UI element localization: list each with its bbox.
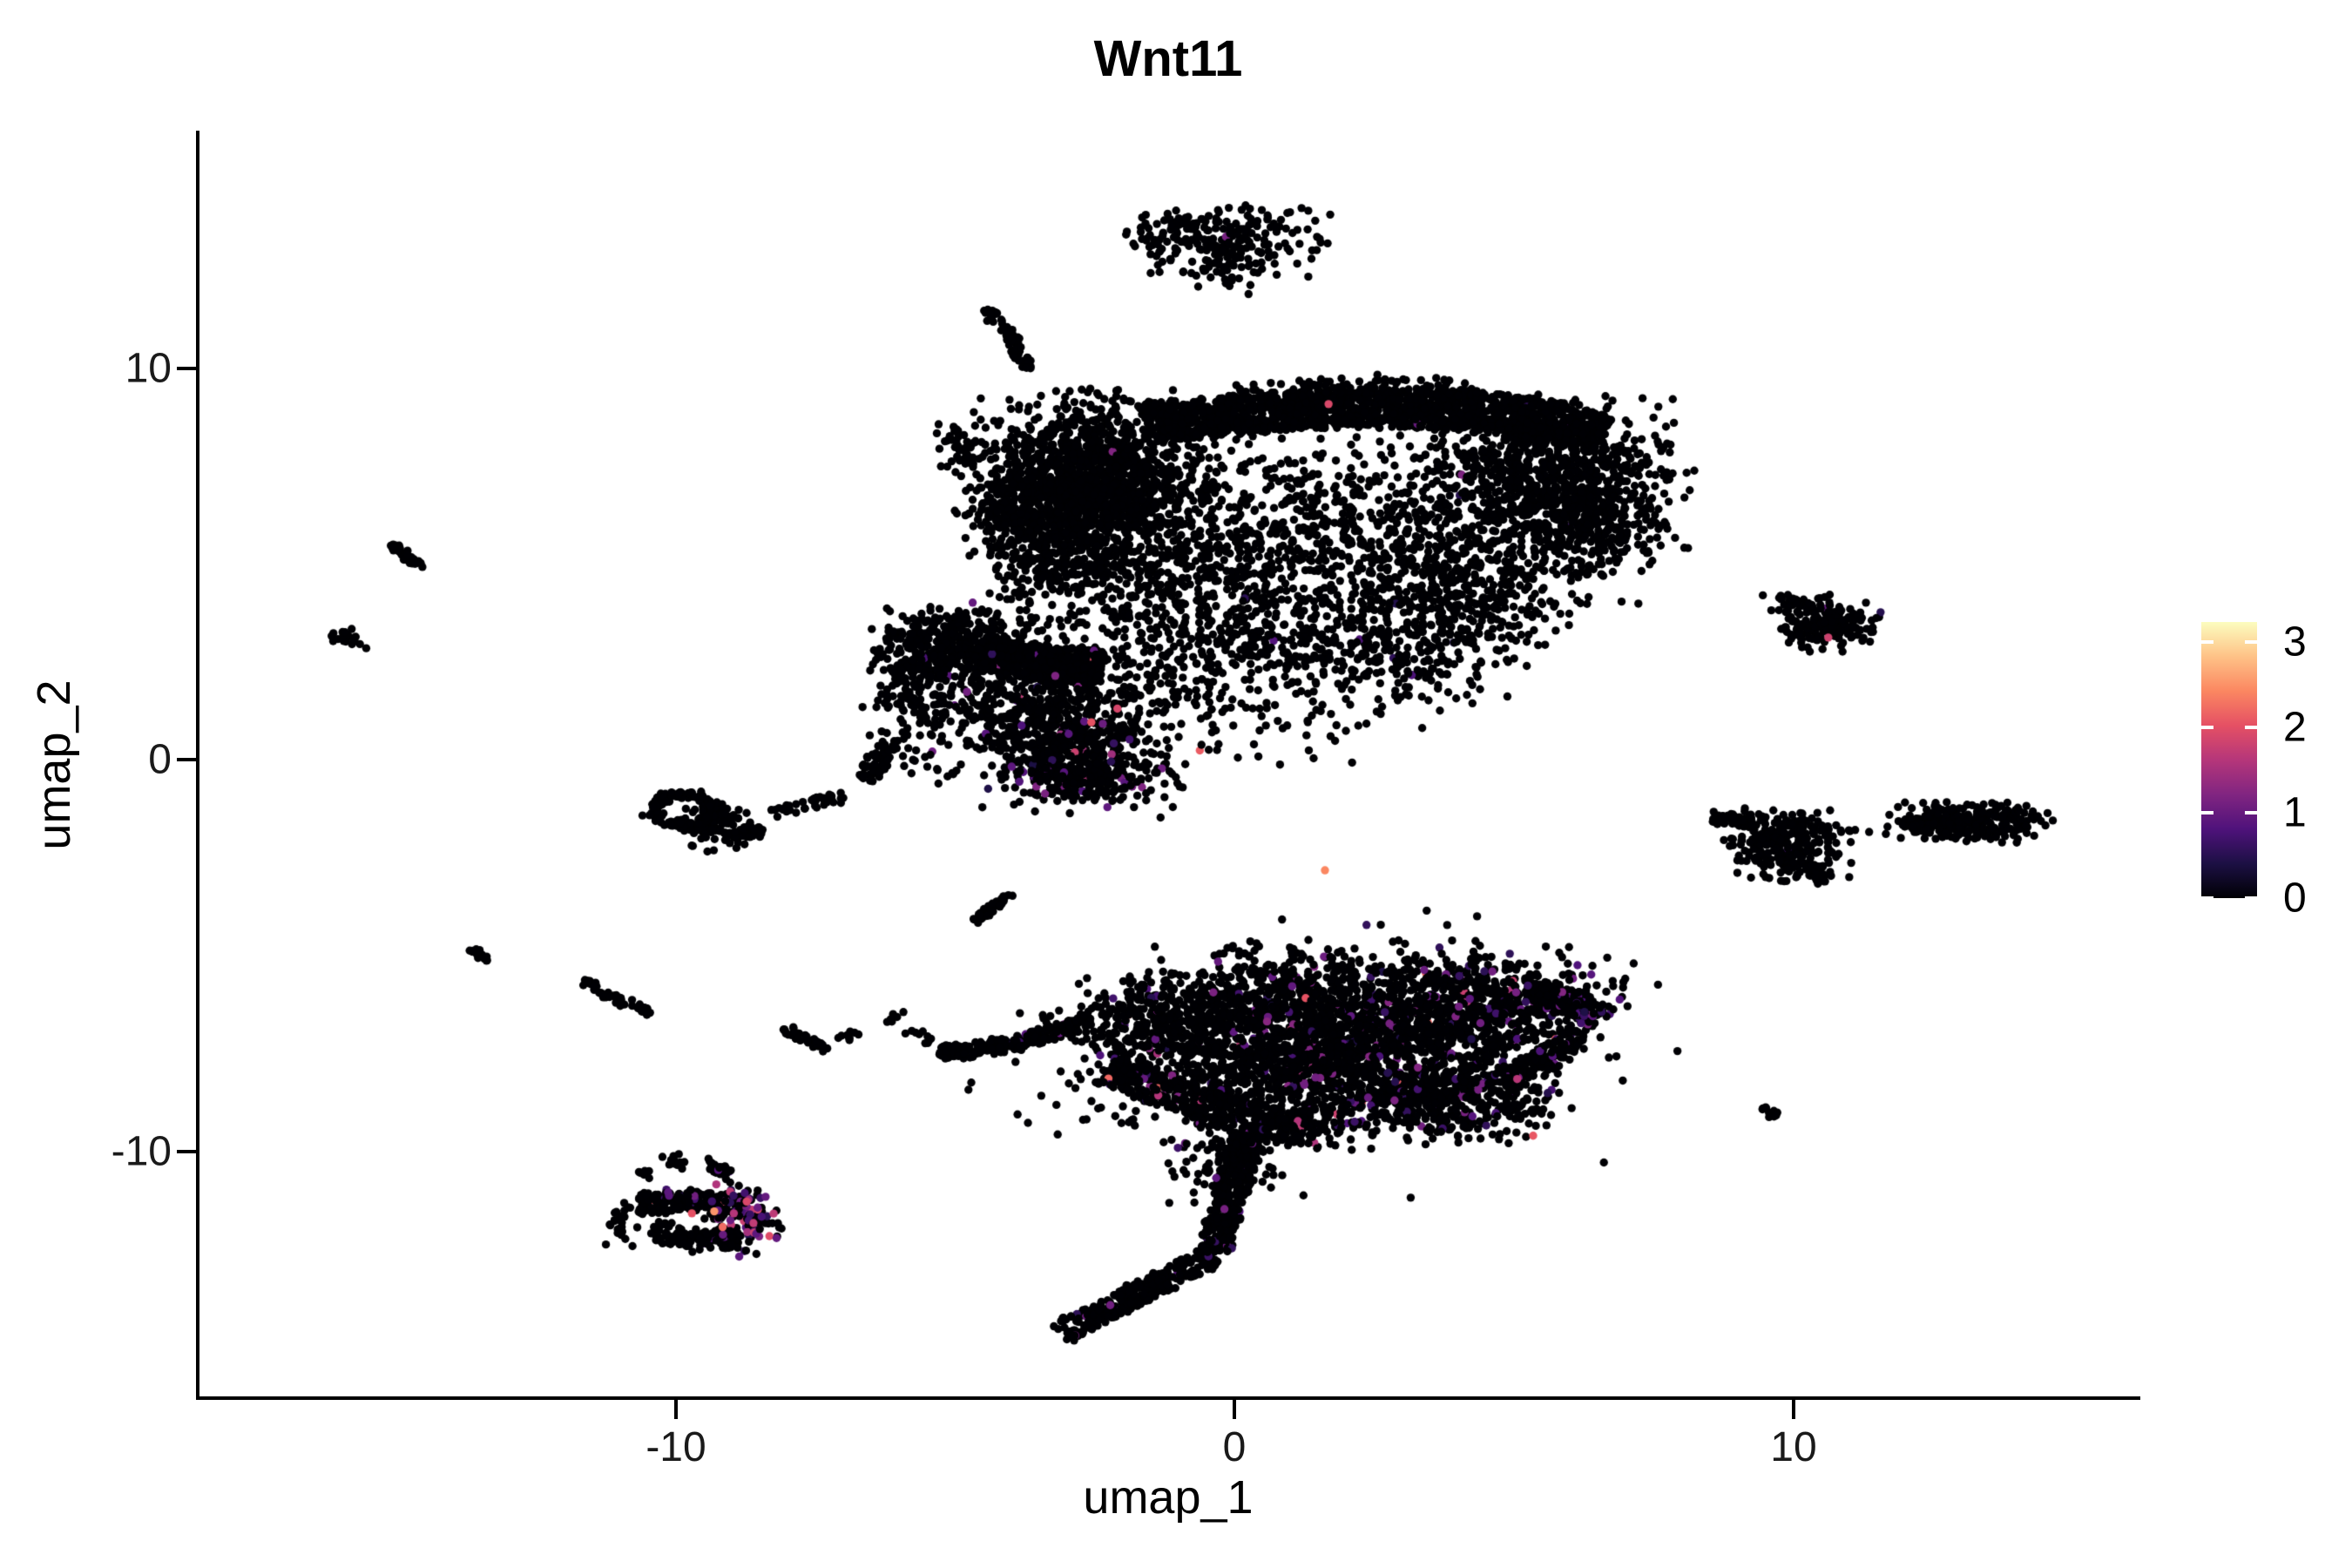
legend-tick-mark: [2201, 896, 2213, 900]
x-axis-tick: [1792, 1400, 1795, 1419]
legend-tick-mark: [2245, 726, 2257, 729]
legend-tick-mark: [2201, 811, 2213, 814]
plot-title: Wnt11: [1093, 30, 1243, 87]
legend-tick-mark: [2201, 640, 2213, 644]
x-axis-tick: [1233, 1400, 1236, 1419]
y-axis-line: [196, 131, 199, 1400]
legend-tick-label: 3: [2283, 618, 2307, 666]
y-axis-tick: [177, 758, 196, 761]
legend-tick-label: 2: [2283, 704, 2307, 751]
y-axis-title: umap_2: [28, 679, 80, 850]
y-axis-tick: [177, 367, 196, 370]
x-axis-tick: [674, 1400, 678, 1419]
legend-tick-mark: [2245, 896, 2257, 900]
legend-tick-label: 0: [2283, 875, 2307, 922]
y-tick-label: 0: [148, 736, 172, 783]
y-axis-tick: [177, 1150, 196, 1153]
legend-tick-label: 1: [2283, 789, 2307, 836]
legend-tick-mark: [2245, 640, 2257, 644]
x-axis-line: [196, 1396, 2140, 1400]
y-tick-label: -10: [111, 1128, 172, 1175]
x-tick-label: -10: [645, 1424, 706, 1470]
x-axis-title: umap_1: [1083, 1471, 1254, 1524]
legend-tick-mark: [2201, 726, 2213, 729]
legend-colorbar: [2201, 622, 2257, 898]
x-tick-label: 0: [1222, 1424, 1247, 1470]
y-tick-label: 10: [125, 345, 172, 392]
legend-tick-mark: [2245, 811, 2257, 814]
x-tick-label: 10: [1770, 1424, 1817, 1470]
